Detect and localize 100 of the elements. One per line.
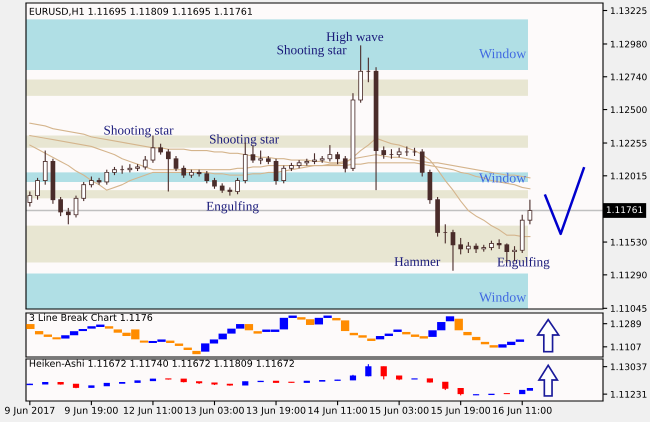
annotation: High wave — [326, 32, 384, 44]
bar — [236, 324, 244, 329]
annotation: Engulfing — [206, 201, 259, 214]
bar — [70, 331, 78, 336]
bar — [166, 340, 174, 344]
candlestick — [81, 181, 86, 202]
candlestick — [181, 165, 186, 178]
x-tick-label: 13 Jun 03:00 — [186, 406, 244, 416]
bar — [280, 318, 288, 330]
candlestick — [89, 176, 94, 188]
bar — [227, 328, 236, 334]
candlestick — [58, 196, 63, 217]
candlestick — [142, 155, 148, 170]
y-tick-label: 1.11530 — [610, 238, 647, 246]
x-tick-label: 9 Jun 2017 — [5, 406, 54, 416]
y-tick-label: 1.13037 — [610, 363, 647, 370]
bar — [332, 318, 341, 320]
candlestick — [158, 143, 163, 156]
candlestick — [312, 152, 317, 165]
candlestick — [328, 144, 332, 162]
candlestick — [365, 364, 372, 377]
line-series — [544, 167, 586, 236]
candlestick — [396, 147, 402, 158]
candlestick — [281, 165, 286, 184]
annotation: Shooting star — [277, 45, 346, 58]
bar — [446, 316, 454, 322]
candlestick — [258, 150, 263, 165]
bar — [376, 336, 384, 340]
annotation: Engulfing — [497, 257, 550, 270]
candlestick — [458, 237, 464, 255]
x-tick-label: 15 Jun 03:00 — [370, 406, 428, 416]
bar — [472, 336, 480, 340]
ref-line-label: 1.11761 — [606, 206, 642, 214]
bar — [384, 334, 393, 336]
bar — [61, 335, 70, 339]
bar — [210, 339, 218, 344]
bar — [463, 332, 472, 336]
bar — [201, 343, 210, 352]
candlestick — [450, 229, 456, 272]
candlestick — [342, 155, 348, 173]
bar — [402, 332, 410, 334]
candlestick — [174, 155, 178, 172]
candlestick — [150, 134, 156, 164]
bar — [428, 330, 437, 337]
bar — [34, 331, 44, 334]
bar — [254, 331, 262, 334]
candlestick — [528, 199, 532, 225]
bar — [184, 348, 192, 350]
candlestick — [35, 177, 40, 200]
bar — [114, 329, 122, 333]
candlestick — [420, 148, 425, 178]
candlestick — [489, 240, 494, 251]
y-tick-label: 1.11231 — [610, 390, 646, 398]
bar — [350, 332, 358, 336]
y-tick-label: 1.1107 — [610, 344, 641, 350]
y-tick-label: 1.12255 — [610, 140, 646, 147]
chart-title: 3 Line Break Chart 1.1176 — [30, 314, 152, 321]
candlestick — [235, 177, 240, 195]
candlestick — [380, 366, 387, 380]
x-tick-label: 13 Jun 19:00 — [247, 406, 306, 416]
bar — [218, 334, 227, 340]
candlestick — [335, 151, 340, 165]
x-tick-label: 9 Jun 19:00 — [64, 406, 118, 416]
candlestick — [220, 182, 225, 194]
x-tick-label: 15 Jun 19:00 — [432, 406, 490, 416]
bar — [454, 318, 463, 330]
y-tick-label: 1.12500 — [610, 106, 647, 114]
y-tick-label: 1.1289 — [610, 320, 641, 328]
bar — [480, 342, 490, 344]
bar — [26, 324, 35, 330]
x-tick-label: 14 Jun 11:00 — [308, 406, 367, 416]
candlestick — [496, 238, 502, 250]
bar — [490, 345, 498, 348]
y-tick-label: 1.12980 — [610, 40, 647, 48]
band-label: Window — [478, 292, 526, 302]
bar — [104, 326, 114, 329]
bar — [314, 318, 324, 324]
chart-title: EURUSD,H1 1.11695 1.11809 1.11695 1.11761 — [30, 8, 252, 16]
y-tick-label: 1.12740 — [610, 73, 647, 80]
bar — [244, 324, 254, 330]
bar — [44, 334, 52, 337]
x-tick-label: 12 Jun 11:00 — [124, 406, 182, 416]
y-tick-label: 1.12015 — [610, 172, 646, 180]
annotation: Hammer — [394, 257, 440, 266]
bar — [437, 322, 446, 330]
candlestick — [204, 170, 210, 184]
band-label: Window — [478, 48, 526, 58]
annotation: Shooting star — [104, 125, 174, 138]
y-tick-label: 1.13225 — [610, 7, 646, 14]
chart-title: Heiken-Ashi 1.11672 1.11740 1.11672 1.11809 1.11672 — [30, 360, 294, 367]
candlestick — [42, 150, 48, 186]
y-tick-label: 1.11045 — [610, 305, 646, 312]
candlestick — [104, 169, 110, 186]
candlestick — [166, 148, 171, 192]
y-tick-label: 1.11290 — [610, 272, 647, 278]
candlestick — [274, 158, 278, 186]
bar — [340, 320, 350, 332]
candlestick — [212, 177, 217, 190]
candlestick — [466, 242, 471, 254]
candlestick — [474, 242, 478, 254]
